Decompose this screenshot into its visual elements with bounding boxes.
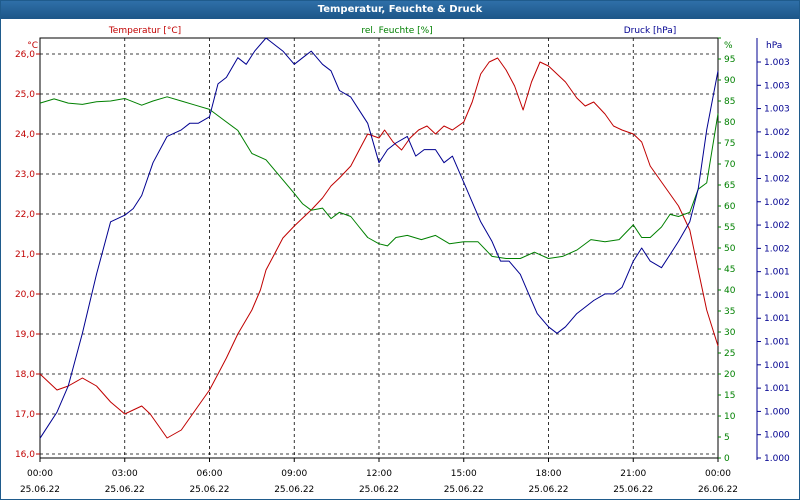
x-tick-time: 00:00 xyxy=(705,469,731,479)
humidity-tick-label: 95 xyxy=(724,55,735,65)
humidity-tick-label: 85 xyxy=(724,97,735,107)
x-tick-date: 25.06.22 xyxy=(359,485,399,495)
humidity-tick-label: 90 xyxy=(724,76,736,86)
pressure-tick-label: 1.002 xyxy=(764,244,790,254)
temperature-tick-label: 24,0 xyxy=(15,130,35,140)
x-tick-time: 06:00 xyxy=(197,469,223,479)
x-tick-date: 26.06.22 xyxy=(698,485,738,495)
temperature-tick-label: 17,0 xyxy=(15,410,35,420)
humidity-tick-label: 0 xyxy=(724,454,730,464)
chart-title: Temperatur, Feuchte & Druck xyxy=(317,4,483,15)
pressure-tick-label: 1.001 xyxy=(764,314,790,324)
grid-lines xyxy=(40,38,718,458)
temperature-tick-label: 21,0 xyxy=(15,250,35,260)
x-tick-time: 21:00 xyxy=(620,469,646,479)
x-tick-date: 25.06.22 xyxy=(274,485,314,495)
pressure-tick-label: 1.000 xyxy=(764,407,790,417)
x-tick-date: 25.06.22 xyxy=(444,485,484,495)
series-line-temperature xyxy=(39,57,719,439)
pressure-tick-label: 1.002 xyxy=(764,128,790,138)
humidity-tick-label: 15 xyxy=(724,391,735,401)
humidity-tick-label: 30 xyxy=(724,328,736,338)
pressure-tick-label: 1.003 xyxy=(764,58,790,68)
pressure-tick-label: 1.001 xyxy=(764,268,790,278)
pressure-tick-label: 1.003 xyxy=(764,105,790,115)
humidity-tick-labels: 0 5 10 15 20 25 30 35 40 45 50 55 60 65 70 75 80 85 90 95 xyxy=(718,37,736,464)
title-bar: Temperatur, Feuchte & Druck xyxy=(1,1,799,19)
series-line-humidity xyxy=(39,96,719,259)
x-tick-time: 12:00 xyxy=(366,469,392,479)
humidity-tick-label: 80 xyxy=(724,118,736,128)
humidity-tick-label: 70 xyxy=(724,160,736,170)
humidity-tick-label: 55 xyxy=(724,223,735,233)
pressure-tick-label: 1.000 xyxy=(764,454,790,464)
humidity-tick-label: 45 xyxy=(724,265,735,275)
humidity-tick-label: 25 xyxy=(724,349,735,359)
pressure-tick-labels: 1.000 1.000 1.000 1.001 1.001 1.001 1.001 1.001… xyxy=(756,38,790,464)
pressure-axis-header: Druck [hPa] xyxy=(624,26,677,36)
pressure-tick-label: 1.002 xyxy=(764,151,790,161)
humidity-tick-label: 20 xyxy=(724,370,736,380)
x-tick-time: 00:00 xyxy=(27,469,53,479)
humidity-tick-label: 75 xyxy=(724,139,735,149)
pressure-tick-label: 1.001 xyxy=(764,361,790,371)
x-tick-date: 25.06.22 xyxy=(189,485,229,495)
temperature-tick-label: 26,0 xyxy=(15,50,35,60)
pressure-tick-label: 1.002 xyxy=(764,174,790,184)
humidity-tick-label: 65 xyxy=(724,181,735,191)
x-tick-time: 03:00 xyxy=(112,469,138,479)
x-tick-time: 18:00 xyxy=(536,469,562,479)
x-tick-date: 25.06.22 xyxy=(528,485,568,495)
humidity-axis-header: rel. Feuchte [%] xyxy=(361,26,432,36)
pressure-axis-unit: hPa xyxy=(766,41,782,51)
temperature-tick-labels: 16,0 17,0 18,0 19,0 20,0 21,0 22,0 23,0 24,0 25,0… xyxy=(15,50,40,460)
humidity-tick-label: 50 xyxy=(724,244,736,254)
series-layer xyxy=(39,37,719,439)
temperature-tick-label: 19,0 xyxy=(15,330,35,340)
x-tick-date: 25.06.22 xyxy=(20,485,60,495)
temperature-axis-header: Temperatur [°C] xyxy=(108,26,181,36)
pressure-tick-label: 1.001 xyxy=(764,338,790,348)
x-tick-labels: 00:00 25.06.22 03:00 25.06.22 06:00 25.06.22 0… xyxy=(20,458,738,495)
x-tick-date: 25.06.22 xyxy=(613,485,653,495)
humidity-axis-unit: % xyxy=(724,41,733,51)
temperature-tick-label: 23,0 xyxy=(15,170,35,180)
pressure-tick-label: 1.000 xyxy=(764,431,790,441)
x-tick-date: 25.06.22 xyxy=(105,485,145,495)
pressure-tick-label: 1.002 xyxy=(764,198,790,208)
humidity-tick-label: 35 xyxy=(724,307,735,317)
temperature-tick-label: 20,0 xyxy=(15,290,35,300)
humidity-tick-label: 60 xyxy=(724,202,736,212)
x-tick-time: 09:00 xyxy=(281,469,307,479)
temperature-tick-label: 25,0 xyxy=(15,90,35,100)
pressure-tick-label: 1.001 xyxy=(764,291,790,301)
pressure-tick-label: 1.002 xyxy=(764,221,790,231)
temperature-tick-label: 22,0 xyxy=(15,210,35,220)
series-line-pressure xyxy=(39,37,719,439)
pressure-tick-label: 1.001 xyxy=(764,384,790,394)
x-tick-time: 15:00 xyxy=(451,469,477,479)
temperature-tick-label: 16,0 xyxy=(15,450,35,460)
humidity-tick-label: 10 xyxy=(724,412,736,422)
humidity-tick-label: 40 xyxy=(724,286,736,296)
humidity-tick-label: 5 xyxy=(724,433,730,443)
temperature-axis-unit: °C xyxy=(27,41,38,51)
temperature-tick-label: 18,0 xyxy=(15,370,35,380)
pressure-tick-label: 1.003 xyxy=(764,81,790,91)
